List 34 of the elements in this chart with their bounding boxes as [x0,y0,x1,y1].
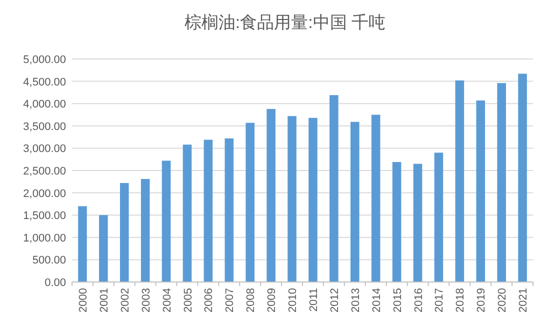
y-tick-label: 3,500.00 [23,120,66,133]
title: 棕榈油:食品用量:中国 千吨 [184,13,386,32]
x-tick-label: 2004 [161,288,174,312]
x-tick-label: 2015 [392,288,404,312]
y-tick-label: 2,500.00 [23,166,66,178]
x-tick-label: 2008 [245,288,258,312]
x-tick-label: 2007 [224,288,236,312]
x-tick-label: 2006 [203,288,216,312]
y-tick-label: 3,000.00 [23,143,66,156]
x-tick-label: 2012 [328,288,341,312]
y-tick-label: 1,000.00 [23,232,66,244]
x-tick-label: 2001 [98,288,110,312]
y-tick-label: 4,500.00 [23,76,66,88]
x-tick-label: 2011 [308,288,320,312]
x-tick-label: 2017 [434,288,446,312]
x-tick-label: 2014 [370,288,383,312]
x-tick-label: 2002 [119,288,132,312]
y-tick-label: 1,500.00 [23,210,66,222]
y-tick-label: 2,000.00 [23,188,66,200]
x-tick-label: 2005 [182,288,194,312]
x-tick-label: 2003 [140,288,152,312]
x-tick-label: 2009 [266,288,278,312]
x-tick-label: 2000 [77,288,90,312]
x-tick-label: 2021 [518,288,530,312]
y-tick-label: 500.00 [32,254,66,267]
y-tick-label: 5,000.00 [23,54,66,66]
x-tick-label: 2018 [454,288,467,312]
x-tick-label: 2016 [412,288,425,312]
x-tick-label: 2010 [287,288,300,312]
x-tick-label: 2020 [496,288,509,312]
x-tick-label: 2019 [476,288,488,312]
y-tick-label: 0.00 [44,277,66,289]
y-tick-label: 4,000.00 [23,98,66,111]
x-tick-label: 2013 [350,288,362,312]
